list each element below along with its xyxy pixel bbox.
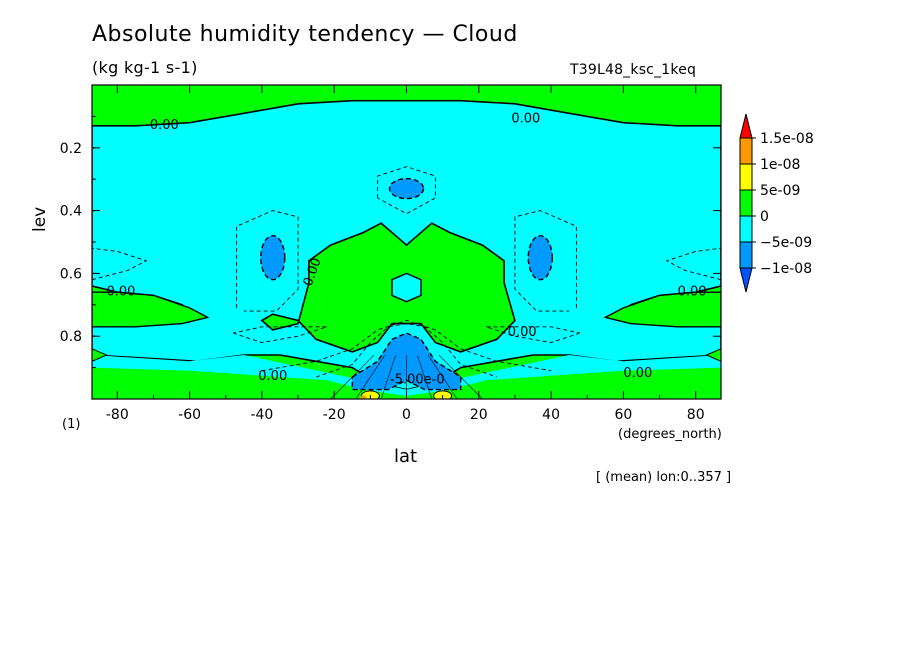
colorbar-label-6: −1e-08	[760, 261, 812, 277]
x-tick-label-40: 40	[542, 407, 560, 423]
colorbar-segment-5	[739, 241, 753, 269]
x-tick-label-80: 80	[687, 407, 705, 423]
surface-contour-line-6	[427, 354, 458, 399]
y-tick-label-0.8: 0.8	[60, 329, 82, 345]
contour-label-5: 0.00	[678, 284, 707, 299]
field-strong-negative-left	[260, 235, 286, 281]
colorbar-segment-3	[739, 189, 753, 217]
surface-contour-line-5	[417, 354, 433, 399]
chart-title: Absolute humidity tendency — Cloud	[92, 22, 518, 47]
surface-contour-line-1	[330, 354, 375, 399]
x-tick-label--60: -60	[178, 407, 201, 423]
x-tick-label-0: 0	[402, 407, 411, 423]
bottom-left-label: (1)	[62, 417, 81, 432]
colorbar-label-3: 5e-09	[760, 183, 800, 199]
contour-label-6: 0.00	[508, 325, 537, 340]
field-positive-polar-right	[603, 291, 721, 328]
colorbar-bottom-arrow	[739, 267, 753, 293]
surface-contour-line-7	[438, 354, 483, 399]
contour-negative-9	[261, 320, 552, 372]
field-positive-polar-left	[92, 291, 210, 328]
run-id-label: T39L48_ksc_1keq	[570, 62, 697, 78]
field-positive-spot-right	[433, 390, 453, 399]
mean-note: [ (mean) lon:0..357 ]	[596, 470, 732, 485]
surface-contour-line-3	[380, 354, 396, 399]
contour-negative-5	[665, 247, 721, 281]
y-tick-label-0.4: 0.4	[60, 204, 82, 220]
x-axis-unit: (degrees_north)	[618, 427, 722, 442]
colorbar-label-2: 1e-08	[760, 157, 800, 173]
y-tick-label-0.2: 0.2	[60, 141, 82, 157]
contour-label-2: 0.00	[511, 112, 540, 127]
x-tick-label-60: 60	[614, 407, 632, 423]
surface-contour-line-2	[355, 354, 386, 399]
contour-fields: 0.00 0.000.000.00 0.000.000.00 0.00-5.00e-0	[92, 85, 721, 399]
contour-label-1: 0.00	[150, 118, 179, 133]
field-high-spot-left	[360, 395, 367, 399]
colorbar-label-4: 0	[760, 209, 769, 225]
x-tick-label--20: -20	[323, 407, 346, 423]
contour-label-8: 0.00	[623, 366, 652, 381]
contour-negative-1	[236, 210, 299, 312]
colorbar-segment-1	[739, 137, 753, 165]
contour-negative-3	[377, 166, 436, 215]
chart-units: (kg kg-1 s-1)	[92, 58, 198, 77]
y-tick-label-0.6: 0.6	[60, 266, 82, 282]
contour-negative-2	[514, 210, 577, 312]
field-positive-center	[260, 222, 516, 353]
colorbar-label-1: 1.5e-08	[760, 131, 814, 147]
field-strong-negative-right	[527, 235, 553, 281]
contour-negative-8	[315, 323, 498, 378]
x-axis-label: lat	[394, 446, 418, 467]
field-strong-negative-top	[388, 177, 425, 200]
field-positive-edge-right	[705, 348, 721, 362]
x-tick-label--40: -40	[250, 407, 273, 423]
field-positive-edge-left	[92, 348, 108, 362]
field-negative-hole	[391, 272, 422, 303]
y-axis-label: lev	[30, 206, 50, 232]
contour-label-9: -5.00e-0	[390, 372, 445, 387]
contour-label-7: 0.00	[258, 369, 287, 384]
field-negative-lower-strip	[92, 355, 721, 396]
contour-negative-4	[92, 247, 148, 281]
colorbar-segment-2	[739, 163, 753, 191]
contour-label-4: 0.00	[106, 284, 135, 299]
colorbar-segment-4	[739, 215, 753, 243]
x-tick-label-20: 20	[470, 407, 488, 423]
colorbar-label-5: −5e-09	[760, 235, 812, 251]
x-tick-label--80: -80	[106, 407, 129, 423]
colorbar-top-arrow	[739, 113, 753, 139]
